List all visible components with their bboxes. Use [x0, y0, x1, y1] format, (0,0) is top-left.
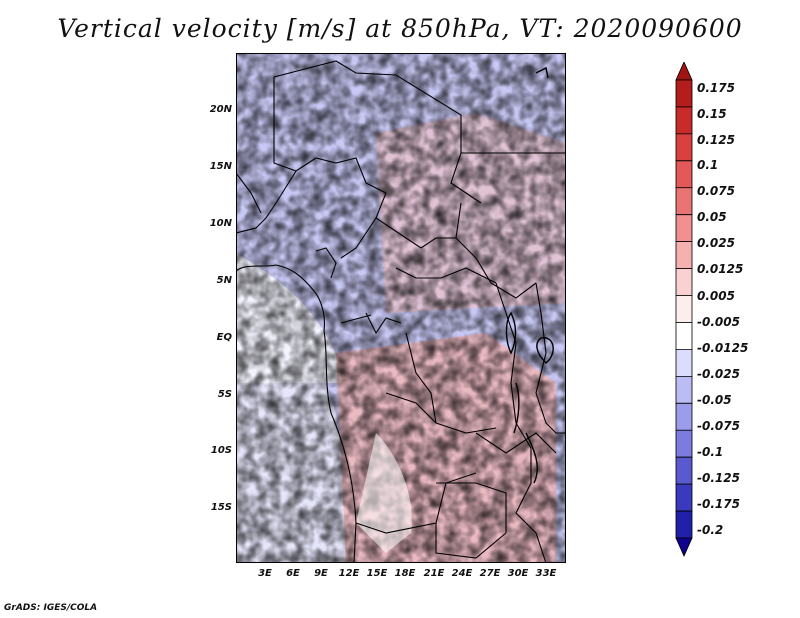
lat-label-eq: EQ: [216, 332, 232, 343]
colorbar-label: -0.2: [697, 523, 724, 537]
map-border: [236, 53, 566, 563]
lake-outlines: [505, 311, 554, 484]
colorbar-swatch: [675, 268, 693, 296]
lat-label-5n: 5N: [216, 275, 232, 286]
colorbar-label: 0.15: [697, 107, 727, 121]
lon-label-33e: 33E: [535, 568, 557, 579]
lat-label-10n: 10N: [209, 218, 232, 229]
colorbar-label: -0.05: [697, 393, 732, 407]
colorbar-label: -0.125: [697, 471, 740, 485]
lon-label-9e: 9E: [314, 568, 328, 579]
colorbar-swatch: [675, 79, 693, 108]
colorbar-swatch: [675, 375, 693, 404]
colorbar-swatch: [675, 456, 693, 485]
vertical-velocity-field-map: [236, 53, 566, 563]
colorbar-label: 0.05: [697, 210, 727, 224]
lon-label-18e: 18E: [394, 568, 416, 579]
lon-label-6e: 6E: [286, 568, 300, 579]
colorbar-label: 0.0125: [697, 262, 744, 276]
country-borders: [236, 60, 566, 563]
colorbar-label: 0.075: [697, 184, 735, 198]
colorbar-swatch: [675, 241, 693, 269]
colorbar-swatch: [675, 402, 693, 431]
grads-credit: GrADS: IGES/COLA: [4, 603, 98, 613]
lat-label-15s: 15S: [210, 502, 232, 513]
lat-label-20n: 20N: [209, 104, 232, 115]
colorbar-swatch: [675, 429, 693, 458]
colorbar-label: -0.025: [697, 367, 740, 381]
colorbar-label: -0.005: [697, 315, 740, 329]
lon-label-15e: 15E: [366, 568, 388, 579]
lon-label-27e: 27E: [479, 568, 501, 579]
colorbar-swatch: [675, 295, 693, 323]
lat-label-15n: 15N: [209, 161, 232, 172]
colorbar-label: -0.0125: [697, 341, 749, 355]
colorbar-label: 0.1: [697, 158, 719, 172]
lat-label-10s: 10S: [210, 445, 232, 456]
colorbar-label: 0.175: [697, 81, 735, 95]
lon-label-21e: 21E: [423, 568, 445, 579]
lon-label-30e: 30E: [507, 568, 529, 579]
colorbar-label: 0.005: [697, 289, 735, 303]
colorbar-label: -0.1: [697, 445, 724, 459]
colorbar-swatch: [675, 187, 693, 216]
colorbar-swatch: [675, 322, 693, 350]
colorbar-swatch: [675, 160, 693, 189]
colorbar-label: -0.075: [697, 419, 740, 433]
colorbar-swatch: [675, 106, 693, 135]
colorbar-swatch: [675, 483, 693, 512]
lon-label-3e: 3E: [258, 568, 272, 579]
colorbar-swatch: [675, 349, 693, 377]
colorbar-swatch: [675, 62, 693, 81]
lon-label-24e: 24E: [451, 568, 473, 579]
map-plot-area: [236, 53, 566, 563]
colorbar: [675, 62, 693, 557]
colorbar-label: -0.175: [697, 497, 740, 511]
colorbar-swatch: [675, 214, 693, 243]
map-title: Vertical velocity [m/s] at 850hPa, VT: 2…: [57, 14, 743, 43]
lon-label-12e: 12E: [338, 568, 360, 579]
colorbar-swatch: [675, 537, 693, 557]
colorbar-swatch: [675, 510, 693, 539]
colorbar-label: 0.025: [697, 236, 735, 250]
colorbar-swatch: [675, 133, 693, 162]
lat-label-5s: 5S: [217, 389, 232, 400]
colorbar-label: 0.125: [697, 133, 735, 147]
